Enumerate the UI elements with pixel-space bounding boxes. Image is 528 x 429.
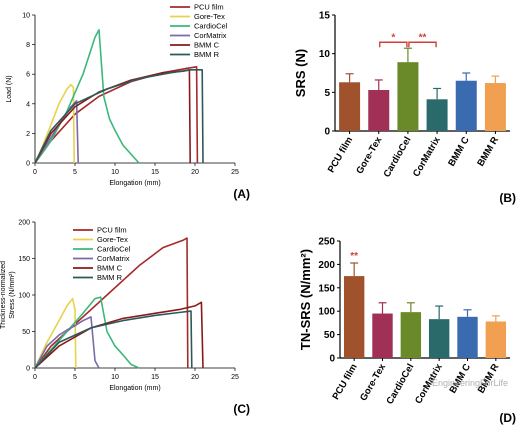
legend-label: PCU film [97, 226, 127, 235]
legend-label: CardioCel [194, 22, 228, 31]
series-line [34, 296, 140, 369]
y-tick-label: 4 [26, 101, 30, 108]
y-tick-label: 5 [324, 88, 330, 99]
series-line [34, 66, 199, 164]
x-tick-label: 0 [33, 169, 37, 176]
bar [400, 312, 422, 358]
x-tick-label: 25 [231, 169, 239, 176]
series-line [34, 310, 193, 369]
series-line [34, 297, 77, 369]
legend-label: BMM C [194, 41, 220, 50]
legend-label: CorMatrix [97, 254, 130, 263]
bar [457, 316, 478, 358]
y-tick-label: 0 [324, 127, 330, 138]
panel-b-bar-chart: 0 5 10 15 PCU film Gore-TexCardioCelCorMatrix… [293, 11, 516, 206]
category-label: Gore-Tex [354, 134, 384, 176]
category-label: PCU film [330, 362, 359, 402]
category-label: PCU film [326, 135, 355, 175]
y-tick-label: 0 [26, 161, 30, 168]
legend-label: PCU film [194, 3, 224, 12]
bar [339, 82, 361, 131]
panel-c-line-chart: 0 5 10 15 20 25 0 50 100 150 200 Elongation (mm) Thi… [0, 220, 250, 417]
x-tick-label: 5 [73, 169, 77, 176]
series-line [34, 69, 191, 164]
legend-label: BMM C [97, 264, 123, 273]
y-tick-label: 10 [319, 49, 331, 60]
x-tick-label: 10 [111, 169, 119, 176]
x-axis-label: Elongation (mm) [109, 180, 160, 187]
significance-label: * [391, 32, 395, 43]
significance-bracket [408, 41, 437, 48]
panel-label: (B) [499, 191, 516, 205]
category-label: CardioCel [384, 362, 416, 406]
bar [397, 62, 419, 131]
panel-label: (D) [499, 411, 516, 425]
legend-label: BMM R [194, 50, 220, 59]
bar [455, 80, 477, 131]
y-tick-label: 150 [18, 256, 30, 263]
y-tick-label: 100 [318, 307, 335, 318]
significance-label: ** [350, 251, 358, 262]
x-tick-label: 5 [73, 374, 77, 381]
legend-label: BMM R [97, 273, 123, 282]
panel-label: (C) [233, 402, 250, 416]
category-label: CorMatrix [411, 134, 443, 179]
watermark-text: EngineeringForLife [432, 378, 508, 388]
series-line [34, 316, 100, 369]
category-label: BMM R [475, 135, 501, 168]
bar [372, 313, 393, 358]
significance-label: ** [419, 32, 427, 43]
y-tick-label: 100 [18, 293, 30, 300]
y-tick-label: 200 [18, 220, 30, 227]
category-label: Gore-Tex [358, 361, 388, 403]
y-tick-label: 250 [318, 237, 335, 248]
significance-bracket [379, 41, 408, 48]
series-line [34, 28, 140, 164]
series-line [34, 237, 189, 369]
panel-a-line-chart: 0 5 10 15 20 25 0 2 4 6 8 10 Elongation (mm) Load (N)… [6, 3, 250, 202]
y-tick-label: 150 [318, 283, 335, 294]
series-line [34, 301, 204, 369]
x-tick-label: 10 [111, 374, 119, 381]
bar [485, 321, 507, 358]
x-axis-label: Elongation (mm) [109, 385, 160, 392]
y-axis-label: Stress (N/mm²) [9, 271, 16, 318]
x-tick-label: 20 [191, 169, 199, 176]
bar [484, 83, 506, 131]
y-axis-label: TN-SRS (N/mm²) [298, 249, 313, 350]
bar [368, 90, 390, 131]
category-label: CardioCel [382, 135, 414, 179]
x-tick-label: 20 [191, 374, 199, 381]
y-tick-label: 50 [324, 330, 336, 341]
y-tick-label: 8 [26, 42, 30, 49]
y-tick-label: 10 [22, 13, 30, 20]
category-label: BMM C [446, 135, 472, 168]
y-tick-label: 6 [26, 72, 30, 79]
legend-label: Gore-Tex [194, 12, 225, 21]
y-tick-label: 15 [319, 11, 331, 22]
x-tick-label: 0 [33, 374, 37, 381]
legend-label: Gore-Tex [97, 235, 128, 244]
x-tick-label: 15 [151, 169, 159, 176]
y-tick-label: 0 [26, 366, 30, 373]
y-tick-label: 2 [26, 131, 30, 138]
series-line [34, 83, 75, 164]
panel-d-bar-chart: 0 50 100 150 200 250 PCU filmGore-TexCardioCel… [298, 237, 516, 426]
y-axis-label: Thickness-normalized [0, 261, 7, 329]
y-tick-label: 0 [329, 354, 335, 365]
y-tick-label: 200 [318, 260, 335, 271]
y-tick-label: 50 [22, 329, 30, 336]
x-tick-label: 25 [231, 374, 239, 381]
bar [343, 276, 365, 358]
y-axis-label: Load (N) [6, 75, 13, 102]
bar [428, 319, 450, 358]
bar [426, 99, 448, 131]
legend-label: CorMatrix [194, 31, 227, 40]
x-tick-label: 15 [151, 374, 159, 381]
y-axis-label: SRS (N) [293, 49, 308, 97]
legend-label: CardioCel [97, 245, 131, 254]
series-line [34, 69, 204, 164]
panel-label: (A) [233, 187, 250, 201]
